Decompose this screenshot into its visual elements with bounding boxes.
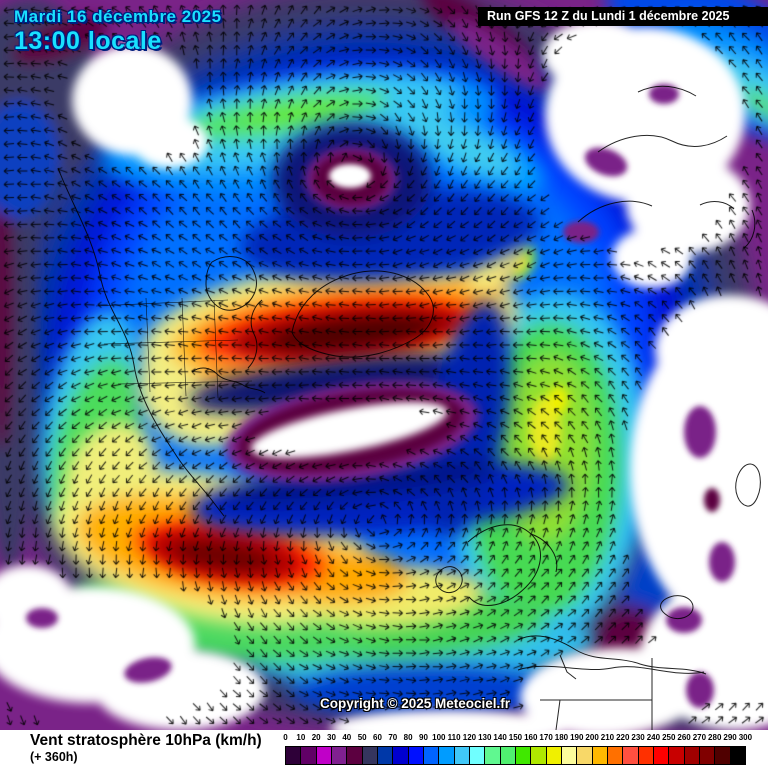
legend-color-cell bbox=[515, 747, 532, 764]
legend-forecast-hour: (+ 360h) bbox=[30, 750, 78, 764]
legend-tick: 220 bbox=[616, 733, 630, 742]
legend: Vent stratosphère 10hPa (km/h) (+ 360h) … bbox=[0, 730, 768, 768]
legend-color-cell bbox=[454, 747, 470, 764]
legend-color-cell bbox=[393, 747, 409, 764]
legend-tick: 40 bbox=[342, 733, 352, 742]
legend-color-cell bbox=[362, 747, 378, 764]
map-time-label: 13:00 locale bbox=[14, 27, 162, 55]
legend-tick: 70 bbox=[388, 733, 398, 742]
legend-color-cell bbox=[715, 747, 731, 764]
legend-color-cell bbox=[408, 747, 424, 764]
model-run-banner: Run GFS 12 Z du Lundi 1 décembre 2025 bbox=[478, 7, 768, 26]
legend-tick: 10 bbox=[296, 733, 306, 742]
legend-tick: 230 bbox=[631, 733, 645, 742]
legend-tick: 60 bbox=[373, 733, 382, 742]
legend-title: Vent stratosphère 10hPa (km/h) bbox=[30, 732, 262, 749]
legend-color-cell bbox=[469, 747, 486, 764]
legend-color-cell bbox=[669, 747, 685, 764]
legend-color-cell bbox=[561, 747, 578, 764]
legend-tick: 280 bbox=[708, 733, 722, 742]
legend-color-cell bbox=[699, 747, 716, 764]
legend-tick: 260 bbox=[677, 733, 691, 742]
legend-color-cell bbox=[546, 747, 562, 764]
legend-color-cell bbox=[439, 747, 455, 764]
legend-tick: 270 bbox=[692, 733, 707, 742]
legend-color-cell bbox=[577, 747, 593, 764]
legend-color-cell bbox=[347, 747, 363, 764]
legend-tick: 50 bbox=[357, 733, 367, 742]
legend-tick: 0 bbox=[283, 733, 288, 742]
legend-tick: 180 bbox=[554, 733, 569, 742]
legend-color-cell bbox=[331, 747, 348, 764]
legend-tick: 240 bbox=[646, 733, 661, 742]
legend-tick: 20 bbox=[311, 733, 321, 742]
legend-color-cell bbox=[316, 747, 332, 764]
legend-tick: 30 bbox=[327, 733, 336, 742]
legend-color-cell bbox=[638, 747, 654, 764]
legend-color-cell bbox=[286, 747, 302, 764]
legend-tick: 200 bbox=[585, 733, 599, 742]
legend-tick: 300 bbox=[738, 733, 753, 742]
legend-color-cell bbox=[485, 747, 501, 764]
map-date-label: Mardi 16 décembre 2025 bbox=[14, 7, 222, 26]
wind-arrows-layer bbox=[0, 0, 768, 728]
legend-color-cell bbox=[623, 747, 639, 764]
legend-tick: 290 bbox=[723, 733, 737, 742]
legend-color-cell bbox=[653, 747, 670, 764]
legend-tick: 190 bbox=[570, 733, 584, 742]
legend-tick: 170 bbox=[539, 733, 553, 742]
legend-tick: 250 bbox=[662, 733, 676, 742]
legend-tick: 140 bbox=[493, 733, 507, 742]
legend-color-cell bbox=[592, 747, 608, 764]
legend-tick: 80 bbox=[403, 733, 413, 742]
legend-tick: 120 bbox=[462, 733, 477, 742]
legend-tick: 130 bbox=[478, 733, 492, 742]
map-area: Mardi 16 décembre 2025 13:00 locale Run … bbox=[0, 0, 768, 730]
legend-tick: 100 bbox=[432, 733, 446, 742]
copyright-label: Copyright © 2025 Meteociel.fr bbox=[320, 696, 510, 711]
legend-tick: 110 bbox=[447, 733, 461, 742]
legend-color-cell bbox=[423, 747, 440, 764]
legend-tick: 90 bbox=[419, 733, 428, 742]
legend-color-cell bbox=[531, 747, 547, 764]
legend-tick: 150 bbox=[508, 733, 523, 742]
legend-tick: 160 bbox=[524, 733, 538, 742]
legend-color-cell bbox=[377, 747, 394, 764]
legend-color-cell bbox=[684, 747, 700, 764]
legend-color-cell bbox=[301, 747, 317, 764]
legend-color-cell bbox=[730, 747, 745, 764]
legend-color-bar bbox=[285, 746, 746, 765]
legend-color-cell bbox=[500, 747, 516, 764]
legend-color-cell bbox=[607, 747, 624, 764]
legend-tick: 210 bbox=[600, 733, 615, 742]
